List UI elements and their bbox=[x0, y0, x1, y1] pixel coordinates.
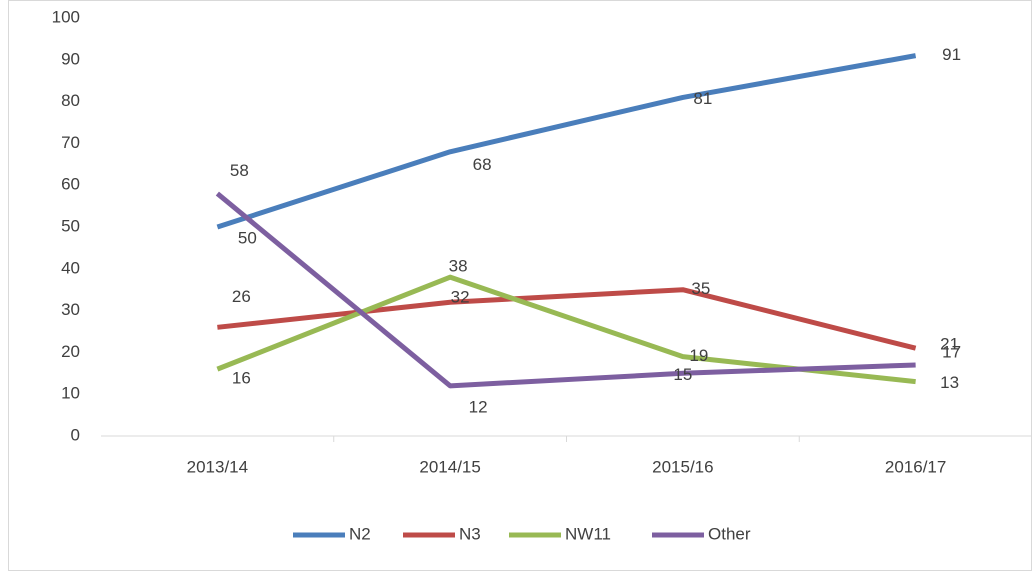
y-tick-label: 20 bbox=[61, 342, 80, 361]
series-line bbox=[216, 53, 917, 230]
y-tick-label: 60 bbox=[61, 175, 80, 194]
data-label: 58 bbox=[230, 161, 249, 180]
y-tick-label: 30 bbox=[61, 300, 80, 319]
y-tick-label: 0 bbox=[71, 425, 80, 444]
series-line bbox=[217, 287, 917, 351]
data-label: 13 bbox=[940, 373, 959, 392]
x-tick-label: 2013/14 bbox=[187, 457, 248, 476]
data-label: 19 bbox=[689, 346, 708, 365]
legend-label: Other bbox=[708, 524, 751, 543]
series-line bbox=[215, 191, 916, 389]
series-line bbox=[216, 274, 916, 385]
data-label: 26 bbox=[232, 287, 251, 306]
x-tick-label: 2016/17 bbox=[885, 457, 946, 476]
y-tick-label: 10 bbox=[61, 384, 80, 403]
chart-frame bbox=[8, 0, 1032, 571]
data-label: 68 bbox=[473, 155, 492, 174]
data-label: 21 bbox=[940, 335, 959, 354]
legend-label: NW11 bbox=[565, 524, 611, 543]
data-label: 12 bbox=[469, 397, 488, 416]
data-label: 81 bbox=[693, 89, 712, 108]
data-label: 50 bbox=[238, 228, 257, 247]
data-label: 17 bbox=[942, 342, 961, 361]
y-tick-label: 90 bbox=[61, 49, 80, 68]
y-tick-label: 40 bbox=[61, 258, 80, 277]
data-label: 15 bbox=[673, 365, 692, 384]
legend-label: N3 bbox=[459, 524, 481, 543]
y-tick-label: 80 bbox=[61, 91, 80, 110]
data-label: 16 bbox=[232, 369, 251, 388]
y-tick-label: 50 bbox=[61, 216, 80, 235]
data-label: 38 bbox=[449, 257, 468, 276]
y-tick-label: 70 bbox=[61, 133, 80, 152]
legend-label: N2 bbox=[349, 524, 371, 543]
y-tick-label: 100 bbox=[52, 7, 80, 26]
x-tick-label: 2014/15 bbox=[419, 457, 480, 476]
data-label: 91 bbox=[942, 45, 961, 64]
data-label: 32 bbox=[451, 288, 470, 307]
x-tick-label: 2015/16 bbox=[652, 457, 713, 476]
data-label: 35 bbox=[691, 279, 710, 298]
